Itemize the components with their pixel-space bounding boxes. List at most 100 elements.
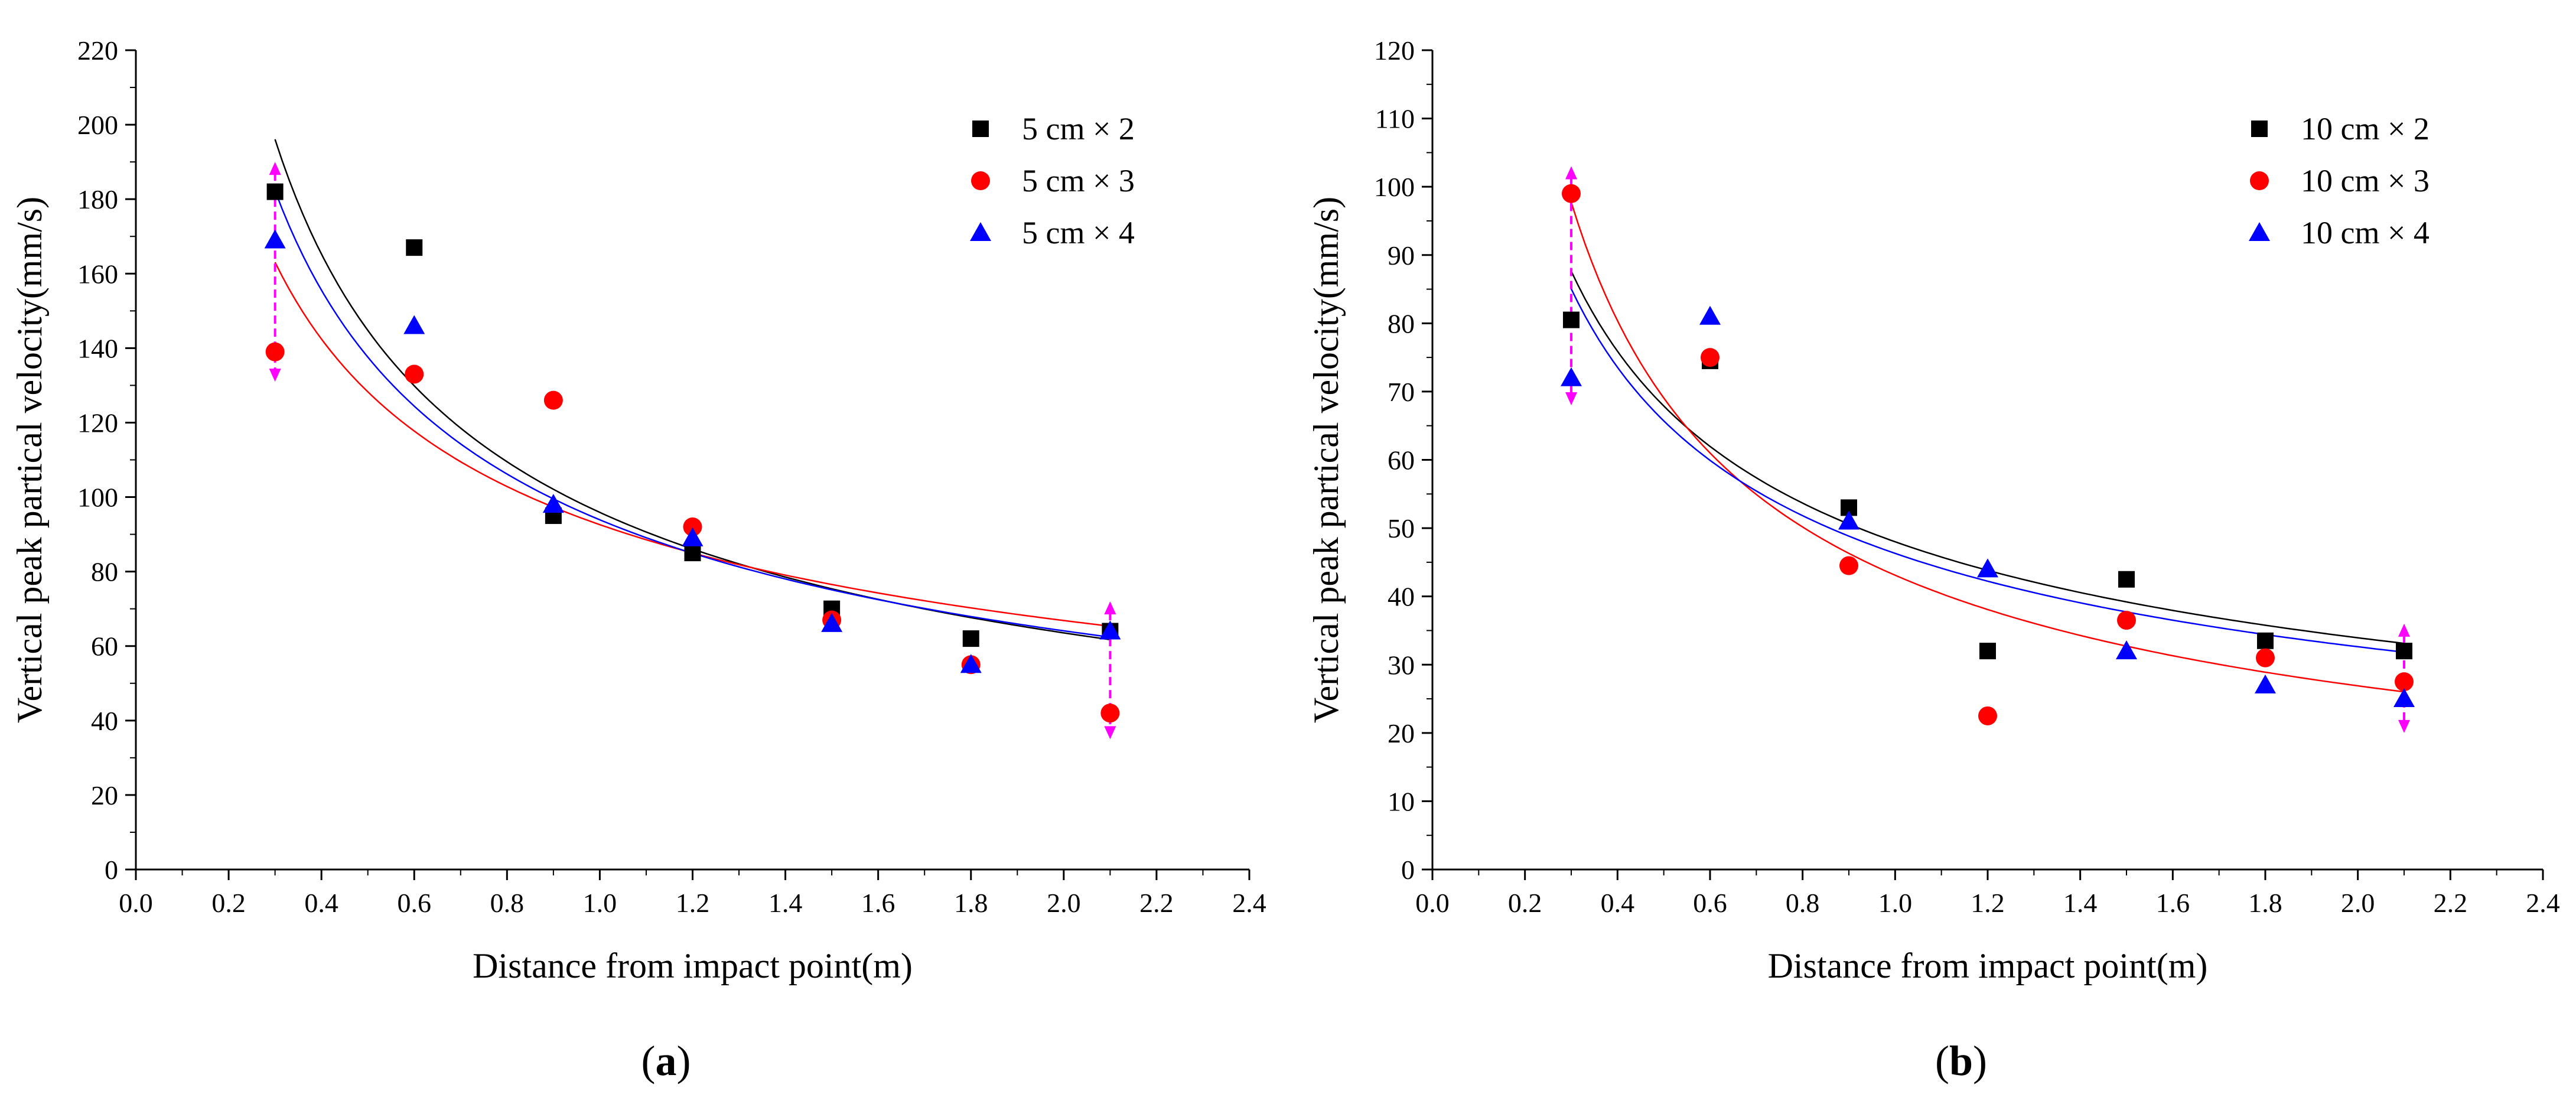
error-arrow-up xyxy=(1565,166,1577,180)
error-arrow-up xyxy=(1104,601,1116,615)
data-point xyxy=(264,229,286,249)
x-tick-label: 2.2 xyxy=(1139,888,1174,918)
fit-curve xyxy=(274,139,1110,641)
error-arrow-up xyxy=(269,162,281,175)
legend-label: 10 cm × 2 xyxy=(2301,111,2430,146)
panel-b: 0.0 0.2 0.4 0.6 0.8 1.0 1.2 1.4 1.6 1.8 2.0 2.2 2.4 0… xyxy=(1307,35,2560,1085)
panel-label: (a) xyxy=(641,1037,691,1085)
y-axis-title: Vertical peak partical velocity(mm/s) xyxy=(10,197,49,723)
data-point xyxy=(683,517,702,536)
x-tick-label: 1.8 xyxy=(954,888,988,918)
data-point xyxy=(543,390,563,410)
data-point xyxy=(2116,640,2137,660)
data-point xyxy=(542,494,564,513)
y-tick-label: 180 xyxy=(77,184,118,214)
x-tick-label: 1.2 xyxy=(676,888,710,918)
panel-a: 0.0 0.2 0.4 0.6 0.8 1.0 1.2 1.4 1.6 1.8 2.0 2.2 2.4 0… xyxy=(10,35,1266,1085)
x-tick-label: 0.2 xyxy=(1508,888,1542,918)
y-tick-label: 110 xyxy=(1375,104,1415,134)
data-point xyxy=(1839,556,1858,575)
data-point xyxy=(265,342,285,362)
y-tick-label: 200 xyxy=(77,110,118,140)
data-point xyxy=(1979,643,1996,660)
data-point xyxy=(1838,510,1859,530)
y-tick-label: 80 xyxy=(91,557,118,587)
data-point xyxy=(405,364,424,384)
data-point xyxy=(2396,643,2412,660)
y-tick-label: 20 xyxy=(91,780,118,810)
fit-curve xyxy=(274,190,1110,638)
legend-marker xyxy=(2249,222,2270,241)
x-tick-label: 1.8 xyxy=(2248,888,2282,918)
fit-curve xyxy=(1570,271,2405,644)
y-tick-label: 100 xyxy=(1374,172,1415,202)
legend-marker xyxy=(972,121,989,137)
x-axis-title: Distance from impact point(m) xyxy=(1768,946,2208,985)
data-point xyxy=(1978,706,1997,725)
data-point xyxy=(2255,674,2276,693)
x-tick-label: 1.6 xyxy=(861,888,895,918)
y-tick-label: 80 xyxy=(1388,308,1415,338)
data-point xyxy=(1977,558,1998,578)
data-point xyxy=(821,613,843,632)
data-point xyxy=(1099,620,1121,640)
x-tick-label: 2.0 xyxy=(1047,888,1081,918)
y-tick-label: 100 xyxy=(77,483,118,513)
error-arrow-down xyxy=(2398,719,2410,733)
x-tick-label: 1.4 xyxy=(2063,888,2098,918)
x-tick-label: 0.6 xyxy=(1693,888,1727,918)
x-tick-label: 0.0 xyxy=(1415,888,1450,918)
legend-marker xyxy=(971,171,990,190)
x-tick-label: 1.0 xyxy=(583,888,617,918)
fit-curve xyxy=(274,262,1110,627)
x-tick-label: 0.2 xyxy=(211,888,246,918)
x-tick-label: 0.4 xyxy=(304,888,338,918)
legend-label: 5 cm × 2 xyxy=(1022,111,1135,146)
error-arrow-down xyxy=(1565,392,1577,406)
data-point xyxy=(403,315,425,334)
legend-marker xyxy=(970,222,991,241)
data-point xyxy=(960,654,982,673)
y-tick-label: 40 xyxy=(1388,582,1415,612)
y-tick-label: 160 xyxy=(77,259,118,289)
y-tick-label: 120 xyxy=(1374,35,1415,66)
error-arrow-down xyxy=(269,369,281,382)
y-tick-label: 90 xyxy=(1388,240,1415,271)
y-tick-label: 0 xyxy=(105,855,118,885)
x-tick-label: 0.0 xyxy=(119,888,153,918)
legend-label: 10 cm × 3 xyxy=(2301,163,2430,198)
x-tick-label: 2.4 xyxy=(1232,888,1266,918)
x-tick-label: 2.4 xyxy=(2526,888,2560,918)
x-tick-label: 1.0 xyxy=(1878,888,1913,918)
y-tick-label: 60 xyxy=(1388,445,1415,476)
x-tick-label: 1.4 xyxy=(768,888,803,918)
data-point xyxy=(1701,348,1719,367)
error-arrow-down xyxy=(1104,726,1116,740)
legend-label: 10 cm × 4 xyxy=(2301,215,2430,250)
data-point xyxy=(1562,184,1581,203)
panel-label: (b) xyxy=(1935,1037,1987,1085)
y-tick-label: 120 xyxy=(77,408,118,438)
y-tick-label: 0 xyxy=(1401,855,1415,885)
data-point xyxy=(2395,672,2414,692)
legend-marker xyxy=(2250,171,2269,190)
y-tick-label: 30 xyxy=(1388,650,1415,680)
data-point xyxy=(2256,648,2275,667)
data-point xyxy=(2117,611,2136,630)
x-tick-label: 0.6 xyxy=(398,888,432,918)
x-tick-label: 0.4 xyxy=(1601,888,1635,918)
data-point xyxy=(266,183,284,200)
x-tick-label: 0.8 xyxy=(1786,888,1820,918)
data-point xyxy=(1100,704,1120,723)
y-tick-label: 10 xyxy=(1388,786,1415,816)
data-point xyxy=(962,630,979,647)
x-tick-label: 1.2 xyxy=(1971,888,2005,918)
y-tick-label: 40 xyxy=(91,706,118,736)
y-tick-label: 50 xyxy=(1388,513,1415,543)
data-point xyxy=(2118,571,2135,588)
y-axis-title: Vertical peak partical velocity(mm/s) xyxy=(1307,197,1346,723)
error-arrow-up xyxy=(2398,623,2410,637)
data-point xyxy=(684,545,701,562)
